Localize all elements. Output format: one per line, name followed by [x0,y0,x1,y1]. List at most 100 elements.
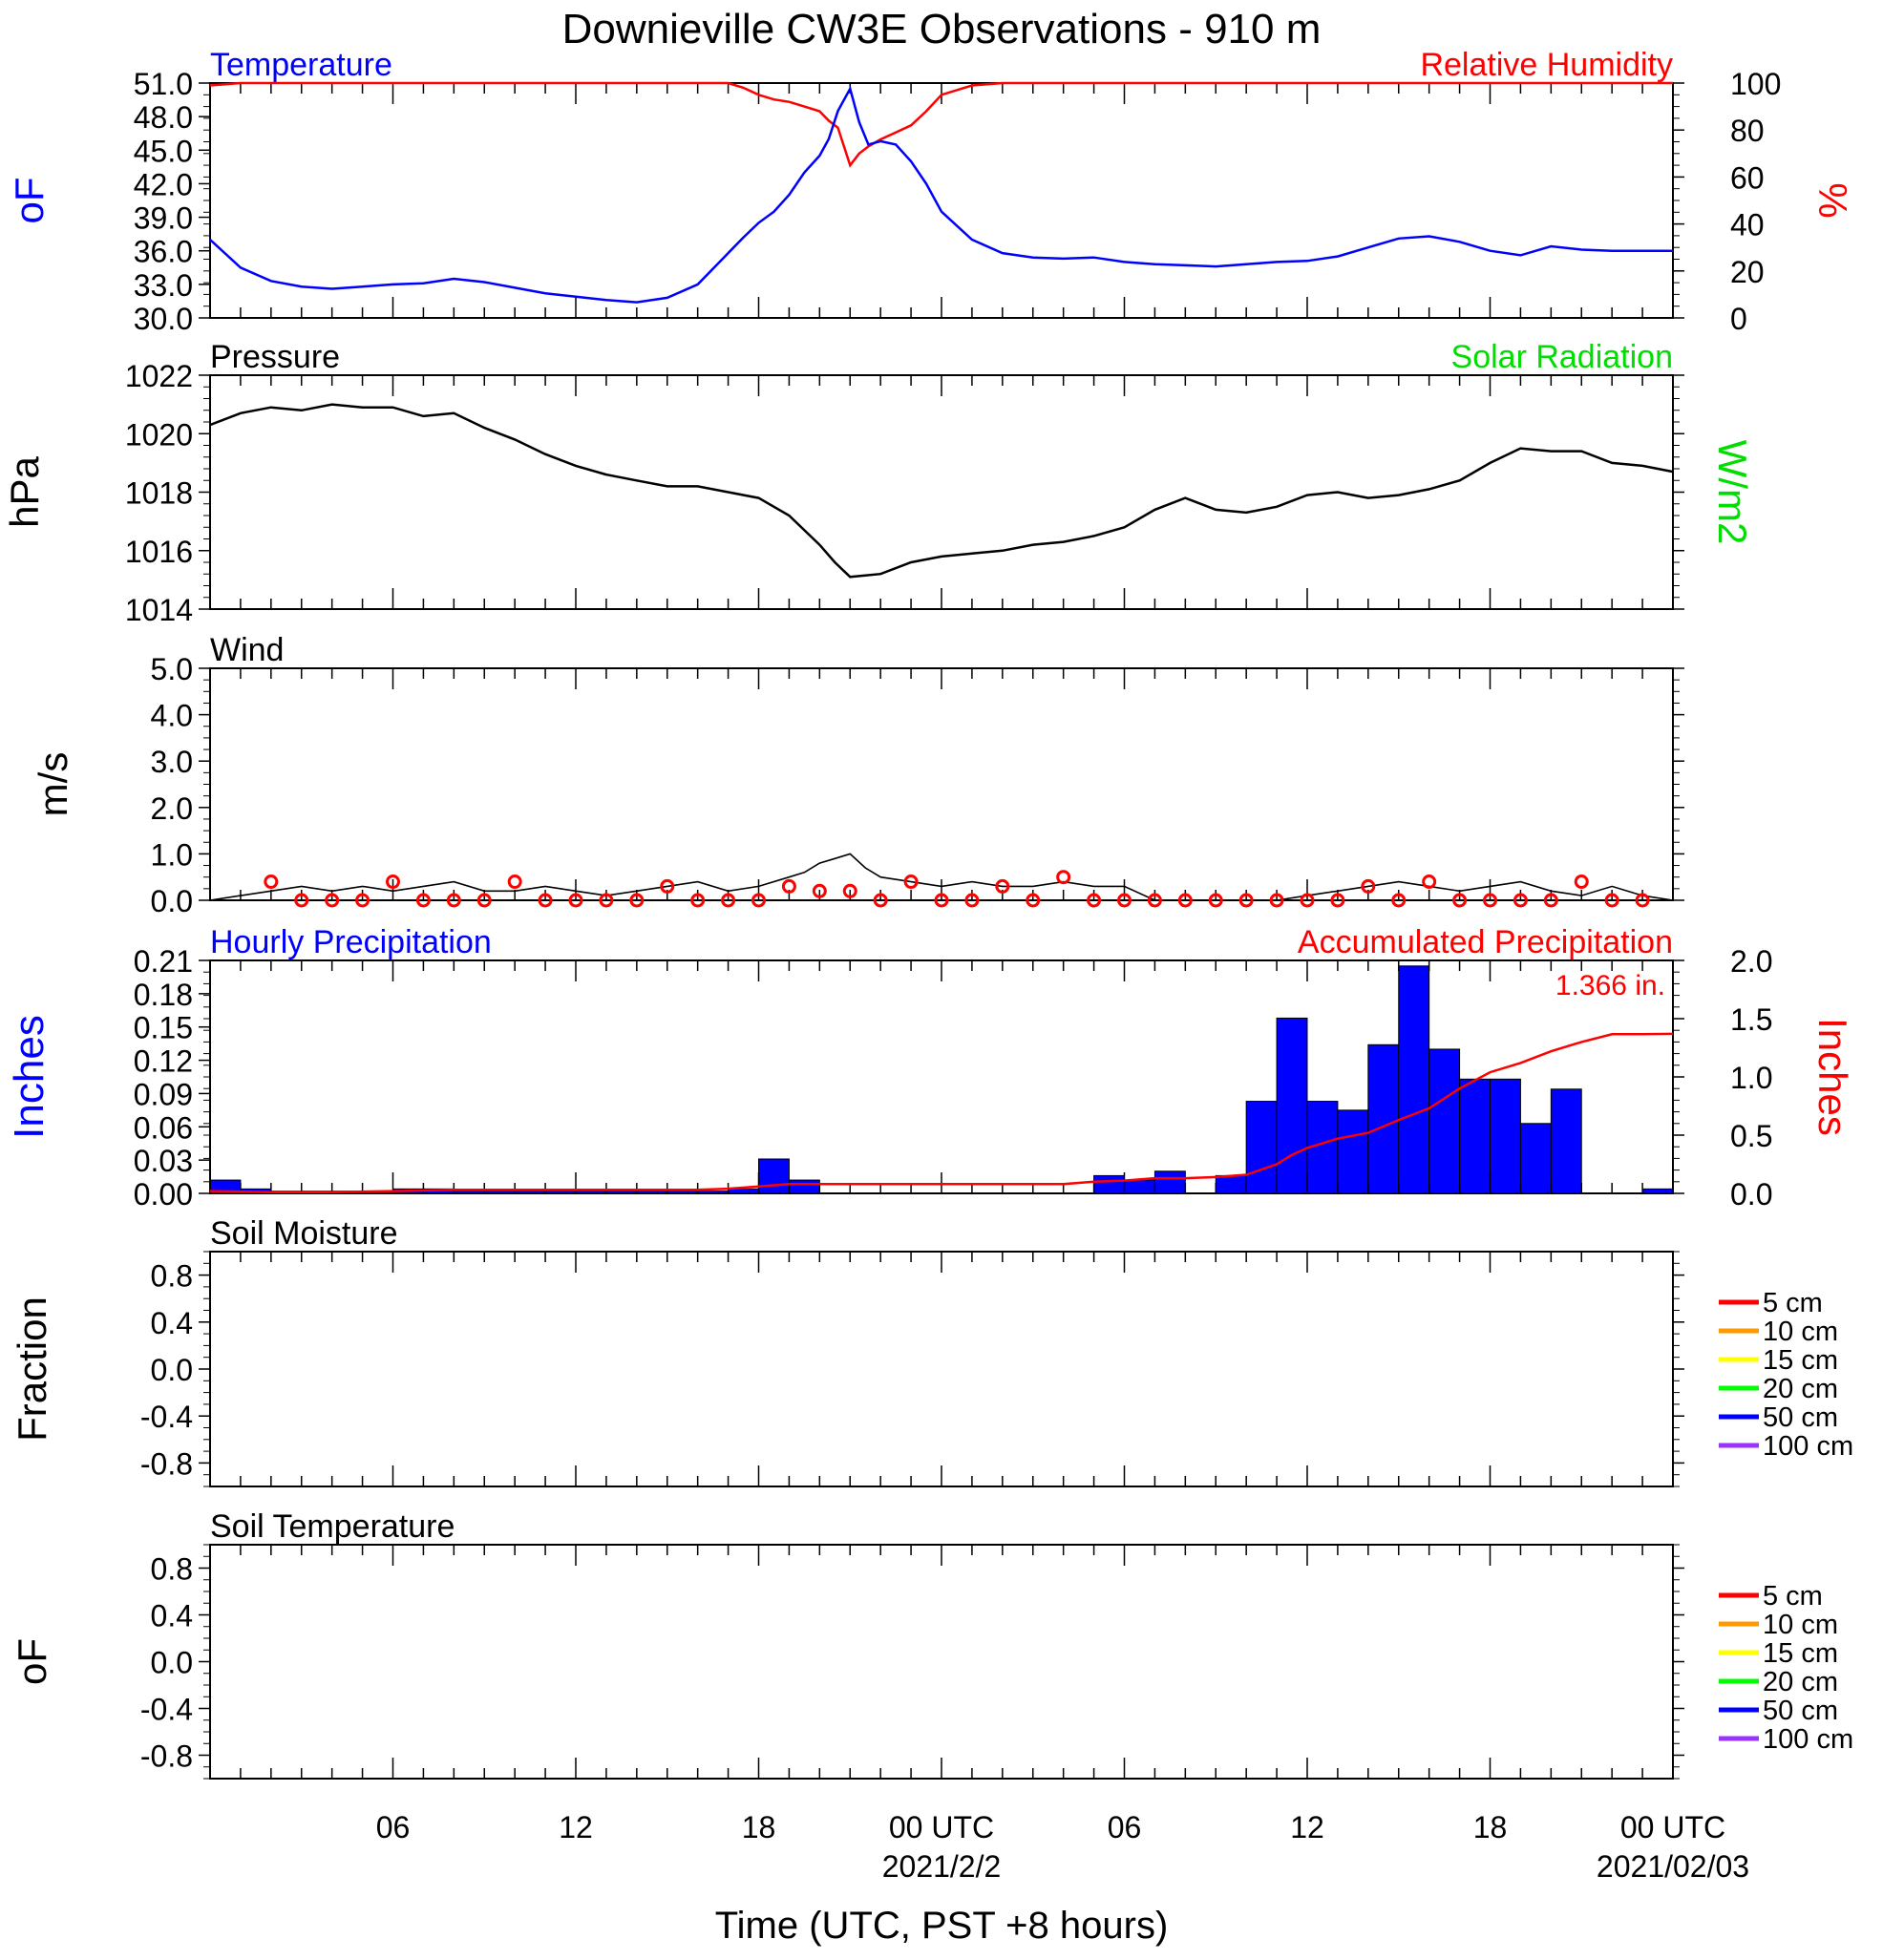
wind-marker [1391,893,1407,908]
panel-title-pressure: Pressure [210,339,340,375]
x-tick-label: 12 [1290,1810,1324,1844]
precip-bar [1215,1174,1247,1194]
y-tick-label-right: 2.0 [1730,944,1772,979]
y-label-temperature: oF [7,177,52,223]
wind-marker [1300,893,1315,908]
date-label: 2021/2/2 [882,1849,1002,1884]
wind-marker [1422,875,1437,890]
y-tick-label-right: 20 [1730,255,1765,289]
panel-title-temperature: Temperature [210,47,392,83]
y-tick-label-right: 0.0 [1730,1177,1772,1212]
wind-marker [842,883,857,898]
y-tick-label: -0.4 [140,1693,193,1727]
panel-frame [209,1544,1674,1780]
legend-label: 5 cm [1763,1288,1823,1318]
y-tick-label: 4.0 [151,699,193,733]
panel-frame [209,374,1674,610]
precip-bar [1459,1078,1492,1194]
wind-marker [476,893,492,908]
y-tick-label-right: 1.5 [1730,1002,1772,1037]
wind-marker [1177,893,1193,908]
precip-bar [1093,1174,1126,1194]
legend-label: 100 cm [1763,1431,1853,1462]
wind-marker [903,875,919,890]
series-relative-humidity [209,81,1673,168]
wind-marker [781,878,796,894]
y-tick-label: 0.15 [134,1011,193,1045]
precip-bar [1124,1179,1155,1194]
y-tick-label-right: 60 [1730,160,1765,195]
y-label-soil: oF [10,1638,54,1685]
precip-bar [1245,1101,1278,1194]
y-tick-label: 2.0 [151,791,193,826]
y-tick-label: 42.0 [134,167,193,201]
series-accumulated-precip [209,1032,1674,1194]
x-tick-label: 00 UTC [1620,1810,1725,1844]
wind-marker [873,893,888,908]
y-tick-label-right: 0 [1730,302,1747,336]
wind-marker [1330,893,1345,908]
y-tick-label: -0.4 [140,1400,193,1434]
y-tick-label: 0.03 [134,1144,193,1178]
y-label-soil: Fraction [10,1296,54,1442]
y-tick-label: 5.0 [151,652,193,686]
y-tick-label: 1018 [125,476,193,511]
y-tick-label: 1014 [125,593,193,627]
figure-title: Downieville CW3E Observations - 910 m [562,6,1322,53]
y-tick-label: 45.0 [134,134,193,168]
wind-marker [1604,893,1619,908]
wind-marker [751,893,766,908]
y-label-accum-precip: Inches [1810,1018,1855,1136]
panel-title-solar: Solar Radiation [1451,339,1673,375]
panel-precipitation: 0.210.180.150.120.090.060.030.00 2.0 1.5 1.… [6,924,1855,1212]
panel-pressure-solar: 1022 1020 1018 1016 1014 Pressure Solar Radiat… [2,339,1755,627]
x-tick-label: 00 UTC [889,1810,994,1844]
y-label-hourly-precip: Inches [6,1015,53,1139]
y-tick-label: 0.8 [151,1259,193,1294]
wind-marker [1269,893,1284,908]
series-temperature [209,85,1673,304]
precip-bar [1337,1109,1369,1194]
wind-marker [1147,893,1162,908]
x-tick-label: 18 [1473,1810,1508,1844]
precip-bar [1367,1043,1400,1194]
y-tick-label: 0.12 [134,1044,193,1079]
y-tick-label: 0.06 [134,1110,193,1145]
y-tick-label: 48.0 [134,100,193,135]
series-wind-speed [209,853,1674,901]
wind-marker [1238,893,1254,908]
y-tick-label-right: 100 [1730,67,1781,101]
panel-soil-moisture: 0.8 0.4 0.0 -0.4 -0.8 Soil Moisture Fraction 5 … [10,1215,1853,1487]
precip-bar [1550,1088,1582,1194]
wind-marker [721,893,736,908]
y-tick-label: 0.8 [151,1552,193,1587]
precip-bar [758,1158,790,1194]
wind-marker [1087,893,1102,908]
wind-marker [629,893,645,908]
wind-marker [325,893,340,908]
x-tick-label: 06 [1108,1810,1142,1844]
wind-marker [1026,893,1041,908]
wind-marker [934,893,949,908]
wind-marker [1543,893,1558,908]
precip-bar [1428,1048,1461,1194]
y-tick-label: 1022 [125,359,193,393]
y-tick-label: 39.0 [134,201,193,236]
wind-marker [1208,893,1223,908]
panel-title-humidity: Relative Humidity [1420,47,1673,83]
y-tick-label: 1.0 [151,837,193,872]
precip-bar [1153,1170,1186,1194]
y-tick-label: 0.4 [151,1306,193,1340]
y-tick-label: 33.0 [134,268,193,303]
wind-marker [507,875,522,890]
x-axis-label: Time (UTC, PST +8 hours) [715,1905,1169,1947]
y-tick-label-right: 80 [1730,114,1765,148]
y-tick-label: -0.8 [140,1446,193,1481]
wind-marker [386,875,400,890]
y-tick-label: 30.0 [134,302,193,336]
wind-marker [294,893,309,908]
panels: 51.048.045.042.039.036.033.030.0 100 80 60 4… [2,47,1855,1884]
legend-label: 10 cm [1763,1317,1838,1347]
